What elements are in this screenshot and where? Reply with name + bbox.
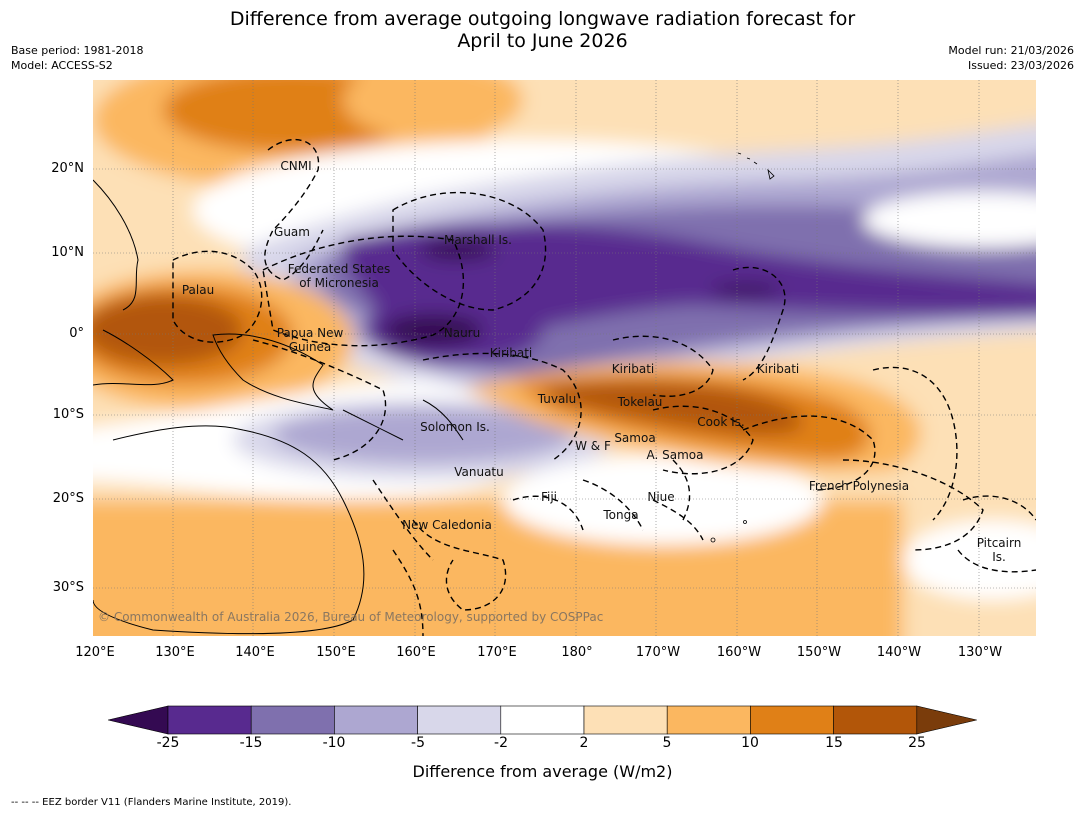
label-samoa: Samoa: [614, 431, 655, 445]
label-cook-islands: Cook Is.: [697, 415, 744, 429]
colorbar-extend-low: [108, 705, 169, 735]
field-w-brown: [93, 295, 243, 365]
field-south-belt2: [93, 580, 613, 636]
footnote: -- -- -- EEZ border V11 (Flanders Marine…: [11, 797, 292, 808]
islands: [710, 152, 775, 543]
x-tick-10: 140°W: [876, 645, 922, 660]
colorbar-cell-3: [334, 705, 418, 735]
graticule: [93, 80, 1036, 636]
label-vanuatu: Vanuatu: [454, 465, 504, 479]
field-purple-darkest-1: [383, 314, 483, 346]
cb-tick-5: 2: [579, 735, 589, 751]
label-nauru: Nauru: [444, 326, 480, 340]
colorbar-cell-9: [833, 705, 918, 735]
label-french-polynesia: French Polynesia: [809, 479, 909, 493]
title-line-1: Difference from average outgoing longwav…: [229, 8, 856, 30]
label-fsm-2: of Micronesia: [299, 276, 379, 290]
field-purple-darkest-2: [420, 240, 496, 260]
field-white-ne: [863, 192, 1036, 248]
label-png-2: Guinea: [289, 340, 332, 354]
x-tick-5: 170°E: [477, 645, 517, 660]
label-tonga: Tonga: [602, 508, 638, 522]
x-tick-9: 150°W: [796, 645, 842, 660]
x-tick-7: 170°W: [635, 645, 681, 660]
y-tick-1: 10°N: [51, 245, 84, 260]
cb-tick-8: 15: [825, 735, 843, 751]
cb-tick-1: -15: [239, 735, 263, 751]
colorbar-cell-6: [583, 705, 668, 735]
cb-tick-3: -5: [411, 735, 425, 751]
y-tick-0: 20°N: [51, 161, 84, 176]
x-tick-11: 130°W: [957, 645, 1003, 660]
meta-right: Model run: 21/03/2026 Issued: 23/03/2026: [948, 43, 1074, 73]
label-marshall: Marshall Is.: [444, 233, 512, 247]
x-tick-3: 150°E: [316, 645, 356, 660]
label-pitcairn-2: Is.: [992, 550, 1006, 564]
meta-left: Base period: 1981-2018 Model: ACCESS-S2: [11, 43, 143, 73]
field-n-orange: [343, 80, 523, 140]
region-labels: CNMI Guam Marshall Is. Federated States …: [98, 159, 1021, 624]
cb-tick-4: -2: [494, 735, 508, 751]
label-guam: Guam: [274, 225, 310, 239]
x-tick-6: 180°: [561, 645, 593, 660]
x-tick-0: 120°E: [75, 645, 115, 660]
label-tokelau: Tokelau: [617, 395, 663, 409]
colorbar-cell-7: [666, 705, 751, 735]
x-tick-4: 160°E: [396, 645, 436, 660]
issued-date: Issued: 23/03/2026: [967, 59, 1074, 72]
chart-title: Difference from average outgoing longwav…: [0, 8, 1085, 52]
x-tick-2: 140°E: [235, 645, 275, 660]
x-tick-8: 160°W: [716, 645, 762, 660]
colorbar-cell-8: [750, 705, 834, 735]
colorbar-extend-high: [916, 705, 977, 735]
field-purple-darkest-3: [711, 284, 781, 296]
label-fsm-1: Federated States: [288, 262, 390, 276]
label-palau: Palau: [182, 283, 214, 297]
cb-tick-0: -25: [156, 735, 180, 751]
label-kiribati-central: Kiribati: [612, 362, 654, 376]
label-fiji: Fiji: [541, 490, 557, 504]
cb-tick-9: 25: [908, 735, 926, 751]
cb-tick-7: 10: [741, 735, 759, 751]
label-pitcairn-1: Pitcairn: [977, 536, 1022, 550]
label-solomon: Solomon Is.: [420, 420, 490, 434]
y-tick-2: 0°: [69, 326, 84, 341]
label-png-1: Papua New: [277, 326, 344, 340]
title-line-2: April to June 2026: [457, 30, 628, 52]
cb-tick-2: -10: [322, 735, 346, 751]
label-kiribati-east: Kiribati: [757, 362, 799, 376]
colorbar-cell-1: [167, 705, 252, 735]
coastlines: [93, 179, 464, 635]
model-name: Model: ACCESS-S2: [11, 59, 113, 72]
y-tick-3: 10°S: [52, 407, 84, 422]
y-tick-5: 30°S: [52, 580, 84, 595]
label-new-caledonia: New Caledonia: [402, 518, 492, 532]
colorbar-label: Difference from average (W/m2): [412, 762, 673, 781]
x-tick-1: 130°E: [155, 645, 195, 660]
base-period: Base period: 1981-2018: [11, 44, 144, 57]
label-cnmi: CNMI: [280, 159, 311, 173]
field-sw-purple: [273, 407, 573, 463]
colorbar-cell-2: [250, 705, 335, 735]
copyright-note: © Commonwealth of Australia 2026, Bureau…: [98, 610, 603, 624]
label-american-samoa: A. Samoa: [647, 448, 704, 462]
cb-tick-6: 5: [662, 735, 672, 751]
anomaly-map: CNMI Guam Marshall Is. Federated States …: [93, 80, 1036, 636]
colorbar-cell-5: [500, 705, 585, 735]
y-tick-4: 20°S: [52, 491, 84, 506]
label-tuvalu: Tuvalu: [537, 392, 577, 406]
label-wallis-futuna: W & F: [575, 439, 611, 453]
colorbar-cell-4: [417, 705, 502, 735]
eez-borders: [172, 139, 1036, 636]
field-white-sc: [503, 455, 823, 545]
colorbar: [108, 705, 977, 735]
field-spcz-brown: [543, 380, 803, 435]
label-niue: Niue: [647, 490, 674, 504]
model-run: Model run: 21/03/2026: [948, 44, 1074, 57]
label-kiribati-west: Kiribati: [490, 346, 532, 360]
